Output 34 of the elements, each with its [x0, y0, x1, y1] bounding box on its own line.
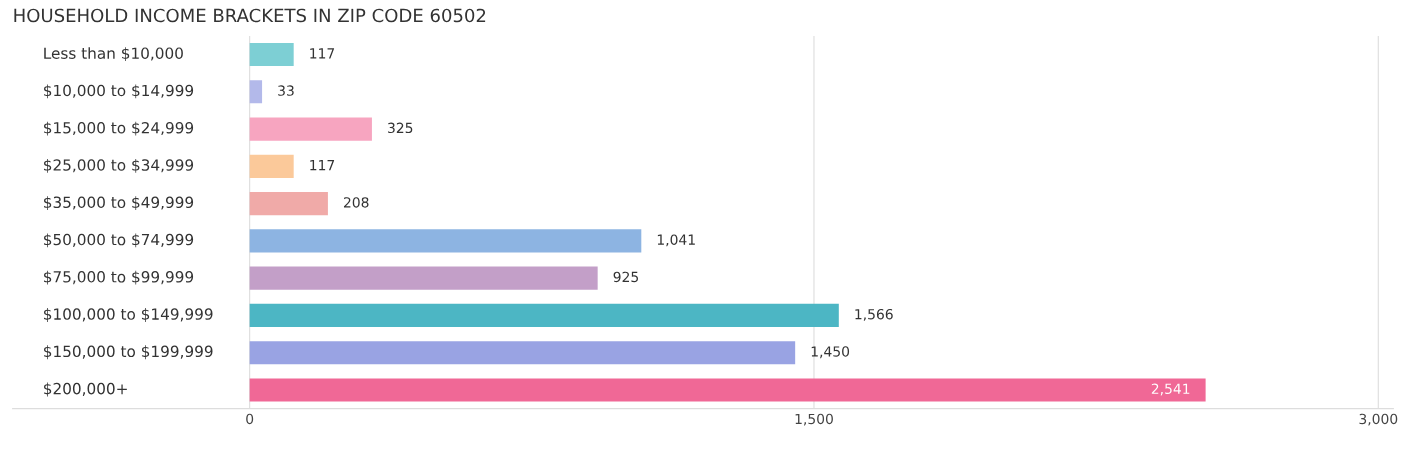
data-label: 325	[388, 122, 413, 134]
data-label: 2,541	[1151, 383, 1190, 396]
data-label: 925	[613, 271, 639, 283]
bar	[249, 229, 642, 253]
x-tick-label: 1,500	[795, 413, 833, 426]
x-tick-label: 0	[246, 413, 254, 425]
data-label: 117	[310, 160, 335, 171]
data-label: 33	[278, 85, 294, 96]
bar	[249, 154, 294, 178]
data-label: 117	[310, 48, 335, 59]
y-tick-label: $50,000 to $74,999	[44, 233, 194, 248]
bar	[249, 117, 372, 141]
bar	[249, 266, 598, 290]
y-tick-label: Less than $10,000	[44, 47, 183, 62]
bar	[249, 341, 796, 365]
y-tick-label: $100,000 to $149,999	[44, 308, 213, 322]
y-tick-label: $10,000 to $14,999	[44, 84, 194, 99]
y-tick-label: $35,000 to $49,999	[44, 196, 194, 211]
y-tick-label: $150,000 to $199,999	[44, 345, 213, 360]
data-label: 1,566	[855, 308, 893, 321]
bar	[249, 303, 839, 327]
y-tick-label: $75,000 to $99,999	[44, 270, 194, 285]
bar	[249, 43, 294, 67]
data-label: 1,041	[657, 234, 695, 247]
data-label: 1,450	[811, 346, 850, 359]
y-tick-label: $200,000+	[44, 382, 127, 397]
bar	[249, 192, 328, 216]
bar	[249, 80, 263, 104]
x-tick-label: 3,000	[1359, 413, 1398, 426]
y-tick-label: $25,000 to $34,999	[44, 158, 194, 173]
y-tick-label: $15,000 to $24,999	[44, 121, 194, 136]
data-label: 208	[343, 197, 369, 208]
bar	[249, 378, 1206, 402]
chart-title: HOUSEHOLD INCOME BRACKETS IN ZIP CODE 60502	[14, 8, 486, 23]
